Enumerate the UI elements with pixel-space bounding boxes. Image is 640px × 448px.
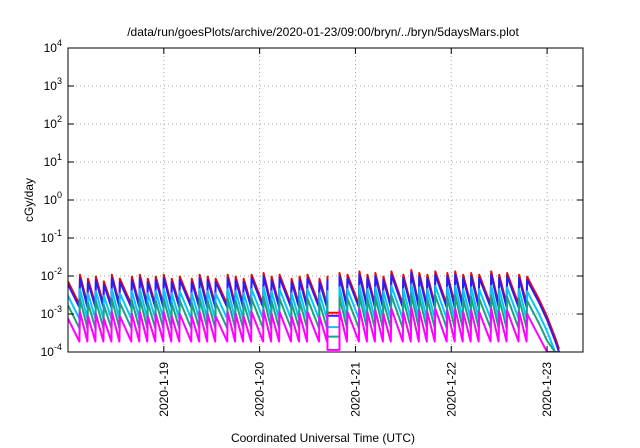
y-tick-label: 10-2 [41, 266, 62, 283]
y-tick-exponent: -3 [54, 304, 62, 314]
y-tick-exponent: 0 [57, 190, 62, 200]
y-tick-base: 10 [41, 345, 55, 359]
x-tick-label: 2020-1-19 [157, 362, 171, 417]
y-tick-base: 10 [41, 269, 55, 283]
grid-lines [68, 48, 583, 352]
y-tick-label: 102 [44, 114, 62, 131]
y-tick-base: 10 [41, 307, 55, 321]
y-tick-label: 10-4 [41, 342, 62, 359]
y-tick-exponent: -1 [54, 228, 62, 238]
data-series [68, 269, 560, 352]
y-tick-base: 10 [44, 79, 58, 93]
chart-title: /data/run/goesPlots/archive/2020-01-23/0… [127, 25, 519, 39]
y-tick-label: 101 [44, 152, 62, 169]
y-tick-base: 10 [44, 155, 58, 169]
y-tick-exponent: 3 [57, 76, 62, 86]
y-tick-label: 100 [44, 190, 62, 207]
y-tick-exponent: 4 [57, 38, 62, 48]
y-tick-base: 10 [44, 117, 58, 131]
y-tick-exponent: 2 [57, 114, 62, 124]
x-tick-label: 2020-1-23 [540, 362, 554, 417]
y-tick-base: 10 [44, 41, 58, 55]
axes: 10-410-310-210-11001011021031042020-1-19… [41, 38, 583, 417]
y-tick-base: 10 [44, 193, 58, 207]
x-tick-label: 2020-1-22 [444, 362, 458, 417]
y-tick-exponent: -4 [54, 342, 62, 352]
y-tick-label: 104 [44, 38, 62, 55]
x-tick-label: 2020-1-21 [348, 362, 362, 417]
y-tick-exponent: 1 [57, 152, 62, 162]
plot-frame [67, 47, 584, 353]
series-line-5 [68, 306, 559, 352]
y-tick-exponent: -2 [54, 266, 62, 276]
y-tick-label: 10-1 [41, 228, 62, 245]
y-tick-base: 10 [41, 231, 55, 245]
y-tick-label: 10-3 [41, 304, 62, 321]
y-tick-label: 103 [44, 76, 62, 93]
x-tick-label: 2020-1-20 [253, 362, 267, 417]
x-axis-label: Coordinated Universal Time (UTC) [231, 431, 415, 445]
y-axis-label: cGy/day [22, 178, 36, 222]
